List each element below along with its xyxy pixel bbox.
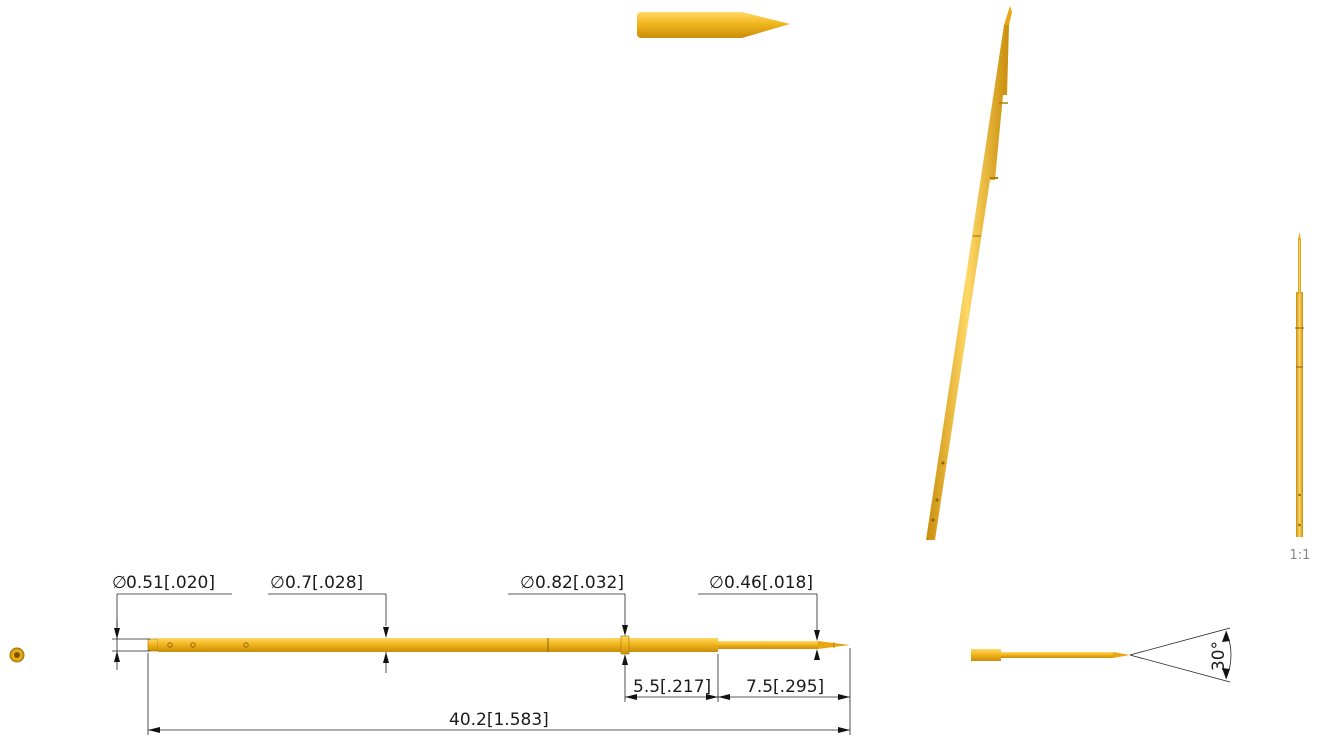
front-view <box>147 635 850 655</box>
isometric-view <box>926 6 1012 540</box>
diameter-symbol: ∅ <box>270 573 285 593</box>
dim-dia-tail: 0.51[.020] ∅ <box>112 573 232 670</box>
dim-dia-tail-label: 0.51[.020] <box>126 573 215 593</box>
diameter-symbol: ∅ <box>709 573 724 593</box>
probe-hole <box>190 642 196 648</box>
probe-hole <box>167 642 173 648</box>
probe-plunger <box>718 641 818 649</box>
angle-view-tip <box>1113 652 1130 658</box>
angle-view-barrel <box>971 649 1001 661</box>
scale-view-plunger <box>1298 240 1301 294</box>
dim-dia-ring: 0.82[.032] ∅ <box>508 573 628 665</box>
probe-ring <box>620 635 630 655</box>
dim-len-tip-label: 7.5[.295] <box>746 677 824 697</box>
scale-view-hole <box>1298 523 1301 527</box>
dim-angle-label: 30° <box>1209 641 1229 671</box>
probe-tail <box>147 638 159 652</box>
dim-dia-barrel: 0.7[.028] ∅ <box>268 573 389 673</box>
diameter-symbol: ∅ <box>112 573 127 593</box>
dim-dia-ring-label: 0.82[.032] <box>535 573 624 593</box>
dim-dia-tip-label: 0.46[.018] <box>724 573 813 593</box>
scale-label: 1:1 <box>1290 548 1311 563</box>
dim-len-overall-label: 40.2[1.583] <box>449 710 549 730</box>
angle-view: 30° <box>971 627 1232 683</box>
iso-probe-tip <box>1004 6 1012 25</box>
dim-lengths: 5.5[.217] 7.5[.295] 40.2[1.583] <box>147 648 851 735</box>
end-view-hole <box>14 652 20 658</box>
iso-hole <box>931 518 935 522</box>
scale-view-barrel <box>1296 292 1303 537</box>
iso-probe-body <box>926 25 1009 540</box>
probe-hole <box>243 642 249 648</box>
probe-barrel <box>158 638 548 652</box>
iso-hole <box>935 498 939 502</box>
dim-dia-tip: 0.46[.018] ∅ <box>698 573 820 660</box>
end-view <box>9 647 25 663</box>
dim-dia-barrel-label: 0.7[.028] <box>285 573 363 593</box>
tip-detail-point <box>742 12 790 38</box>
scale-view-hole <box>1298 493 1301 497</box>
tip-detail-view <box>637 12 790 38</box>
angle-view-plunger <box>1001 652 1113 658</box>
probe-barrel-front <box>548 638 718 652</box>
scale-view: 1:1 <box>1290 232 1311 563</box>
tip-detail-body <box>637 12 745 38</box>
diameter-symbol: ∅ <box>520 573 535 593</box>
dim-len-mid-label: 5.5[.217] <box>633 677 711 697</box>
scale-view-tip <box>1298 232 1301 240</box>
iso-hole <box>941 461 945 465</box>
